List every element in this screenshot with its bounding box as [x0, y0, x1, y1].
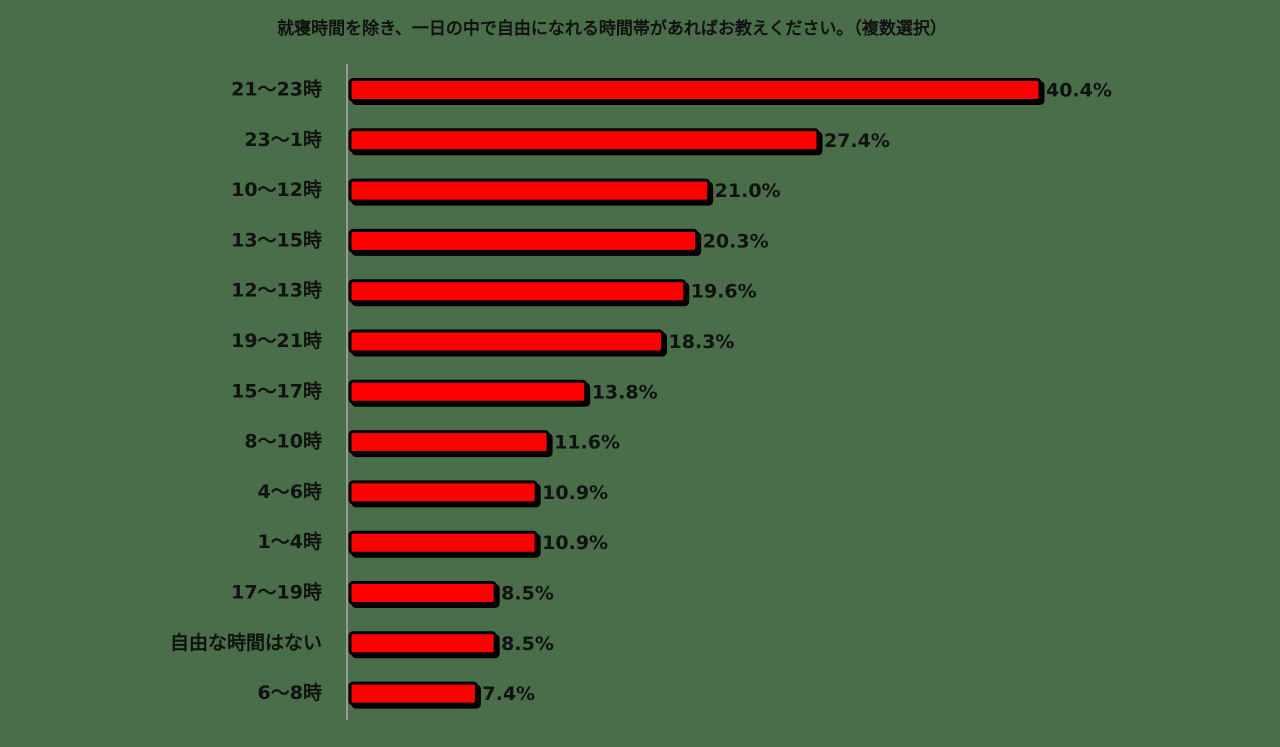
bar — [348, 128, 820, 153]
bar — [348, 631, 497, 656]
bar — [348, 530, 538, 555]
chart-title: 就寝時間を除き、一日の中で自由になれる時間帯があればお教えください。（複数選択） — [277, 18, 947, 39]
value-label: 20.3% — [703, 230, 769, 252]
bar — [348, 329, 665, 354]
bar — [348, 78, 1042, 102]
y-tick-label: 4〜6時 — [258, 481, 322, 503]
y-tick-label: 17〜19時 — [231, 582, 322, 604]
value-label: 8.5% — [501, 633, 554, 655]
bar — [348, 279, 687, 304]
value-label: 8.5% — [501, 583, 554, 605]
y-tick-label: 19〜21時 — [231, 330, 322, 352]
bar — [348, 379, 588, 404]
value-label: 19.6% — [691, 281, 757, 303]
value-label: 18.3% — [669, 331, 735, 353]
value-label: 10.9% — [542, 532, 608, 554]
y-tick-label: 1〜4時 — [258, 531, 322, 553]
bar — [348, 228, 699, 253]
y-tick-label: 15〜17時 — [231, 380, 322, 402]
y-tick-label: 21〜23時 — [231, 79, 322, 101]
y-tick-label: 10〜12時 — [231, 179, 322, 201]
value-label: 11.6% — [554, 432, 620, 454]
bar — [348, 480, 538, 505]
value-label: 10.9% — [542, 482, 608, 504]
value-label: 13.8% — [592, 381, 658, 403]
bar — [348, 581, 497, 605]
value-label: 40.4% — [1046, 80, 1112, 102]
bar — [348, 681, 478, 706]
y-tick-label: 13〜15時 — [231, 229, 322, 251]
y-tick-label: 8〜10時 — [244, 431, 322, 453]
value-label: 7.4% — [482, 683, 535, 705]
y-tick-label: 自由な時間はない — [170, 631, 322, 654]
y-tick-label: 6〜8時 — [258, 682, 322, 704]
value-label: 21.0% — [715, 180, 781, 202]
bar — [348, 430, 550, 455]
y-tick-label: 12〜13時 — [231, 280, 322, 302]
bar — [348, 178, 711, 203]
value-label: 27.4% — [824, 130, 890, 152]
y-tick-label: 23〜1時 — [244, 129, 322, 151]
